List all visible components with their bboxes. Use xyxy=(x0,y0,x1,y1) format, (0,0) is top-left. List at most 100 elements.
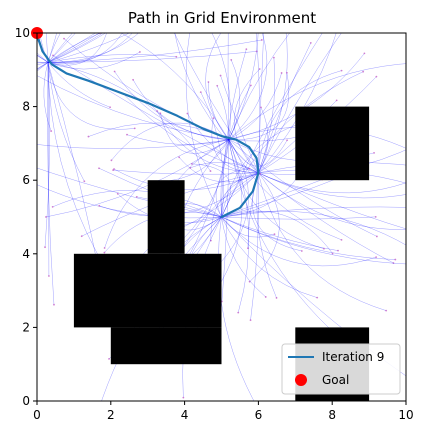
exploration-sample xyxy=(103,247,106,249)
x-tick-label: 10 xyxy=(398,408,413,422)
exploration-sample xyxy=(159,112,162,115)
exploration-sample xyxy=(272,56,275,59)
exploration-sample xyxy=(273,233,276,236)
exploration-trace xyxy=(258,172,406,194)
exploration-sample xyxy=(83,180,86,183)
exploration-trace xyxy=(48,33,139,63)
exploration-trace xyxy=(43,62,52,132)
exploration-sample xyxy=(123,17,125,19)
exploration-trace xyxy=(37,139,229,149)
exploration-trace xyxy=(47,62,135,130)
exploration-sample xyxy=(138,51,141,53)
exploration-trace xyxy=(221,216,318,298)
exploration-sample xyxy=(286,139,289,142)
exploration-trace xyxy=(221,216,396,260)
y-tick-label: 4 xyxy=(22,247,30,261)
exploration-trace xyxy=(37,62,49,71)
exploration-sample xyxy=(237,311,240,314)
exploration-sample xyxy=(98,167,100,170)
exploration-trace xyxy=(47,33,73,63)
exploration-trace xyxy=(46,33,49,63)
legend-label-path: Iteration 9 xyxy=(322,350,384,364)
exploration-trace xyxy=(47,33,57,63)
exploration-trace xyxy=(258,162,406,174)
exploration-sample xyxy=(135,195,138,198)
exploration-trace xyxy=(221,216,339,251)
exploration-trace xyxy=(48,51,140,70)
chart-title: Path in Grid Environment xyxy=(128,9,316,27)
exploration-trace xyxy=(48,51,257,63)
exploration-sample xyxy=(362,70,365,73)
exploration-trace xyxy=(258,172,406,199)
exploration-sample xyxy=(207,81,210,83)
exploration-sample xyxy=(116,192,119,195)
exploration-sample xyxy=(325,27,327,29)
exploration-trace xyxy=(221,71,364,218)
exploration-trace xyxy=(220,85,252,218)
exploration-sample xyxy=(175,55,178,58)
exploration-trace xyxy=(221,206,406,218)
exploration-sample xyxy=(323,247,325,250)
exploration-trace xyxy=(228,33,268,140)
exploration-sample xyxy=(255,50,258,53)
exploration-sample xyxy=(219,74,222,77)
exploration-trace xyxy=(52,55,259,173)
exploration-trace xyxy=(221,175,345,218)
exploration-trace xyxy=(179,157,259,183)
exploration-sample xyxy=(408,377,410,379)
exploration-sample xyxy=(227,2,229,4)
exploration-trace xyxy=(250,172,259,321)
exploration-sample xyxy=(280,72,283,74)
exploration-trace xyxy=(47,33,104,63)
obstacle xyxy=(110,327,222,365)
exploration-trace xyxy=(258,33,342,173)
exploration-trace xyxy=(221,139,230,302)
exploration-sample xyxy=(7,142,9,144)
exploration-sample xyxy=(80,235,83,238)
exploration-trace xyxy=(47,62,98,255)
exploration-sample xyxy=(108,358,110,360)
exploration-trace xyxy=(221,216,275,238)
exploration-sample xyxy=(110,159,113,162)
exploration-sample xyxy=(199,91,202,94)
exploration-sample xyxy=(375,75,378,78)
exploration-sample xyxy=(258,68,261,70)
exploration-sample xyxy=(45,216,47,218)
exploration-trace xyxy=(47,33,96,63)
exploration-trace xyxy=(258,33,337,173)
exploration-sample xyxy=(245,48,248,51)
exploration-sample xyxy=(394,258,397,261)
exploration-sample xyxy=(309,42,312,44)
exploration-sample xyxy=(335,99,338,102)
exploration-trace xyxy=(258,70,342,173)
exploration-sample xyxy=(50,130,53,132)
exploration-trace xyxy=(132,79,229,140)
exploration-sample xyxy=(337,249,339,252)
exploration-trace xyxy=(174,33,259,173)
exploration-sample xyxy=(285,71,288,74)
exploration-trace xyxy=(221,216,377,267)
obstacles xyxy=(73,106,370,401)
x-tick-label: 8 xyxy=(328,408,336,422)
exploration-trace xyxy=(249,172,280,282)
exploration-trace xyxy=(221,210,333,254)
exploration-trace xyxy=(258,172,394,264)
exploration-trace xyxy=(228,59,240,140)
exploration-sample xyxy=(216,84,219,87)
exploration-trace xyxy=(228,72,282,140)
legend-label-goal: Goal xyxy=(322,373,349,387)
exploration-trace xyxy=(228,63,406,140)
exploration-trace xyxy=(47,62,85,182)
exploration-trace xyxy=(228,139,340,338)
exploration-sample xyxy=(182,396,185,399)
exploration-trace xyxy=(221,216,376,220)
exploration-trace xyxy=(47,33,76,63)
exploration-trace xyxy=(174,33,259,173)
exploration-trace xyxy=(258,33,288,173)
y-tick-label: 10 xyxy=(15,26,30,40)
exploration-trace xyxy=(45,139,229,218)
exploration-trace xyxy=(191,163,231,218)
exploration-trace xyxy=(37,55,49,63)
exploration-trace xyxy=(47,33,100,63)
